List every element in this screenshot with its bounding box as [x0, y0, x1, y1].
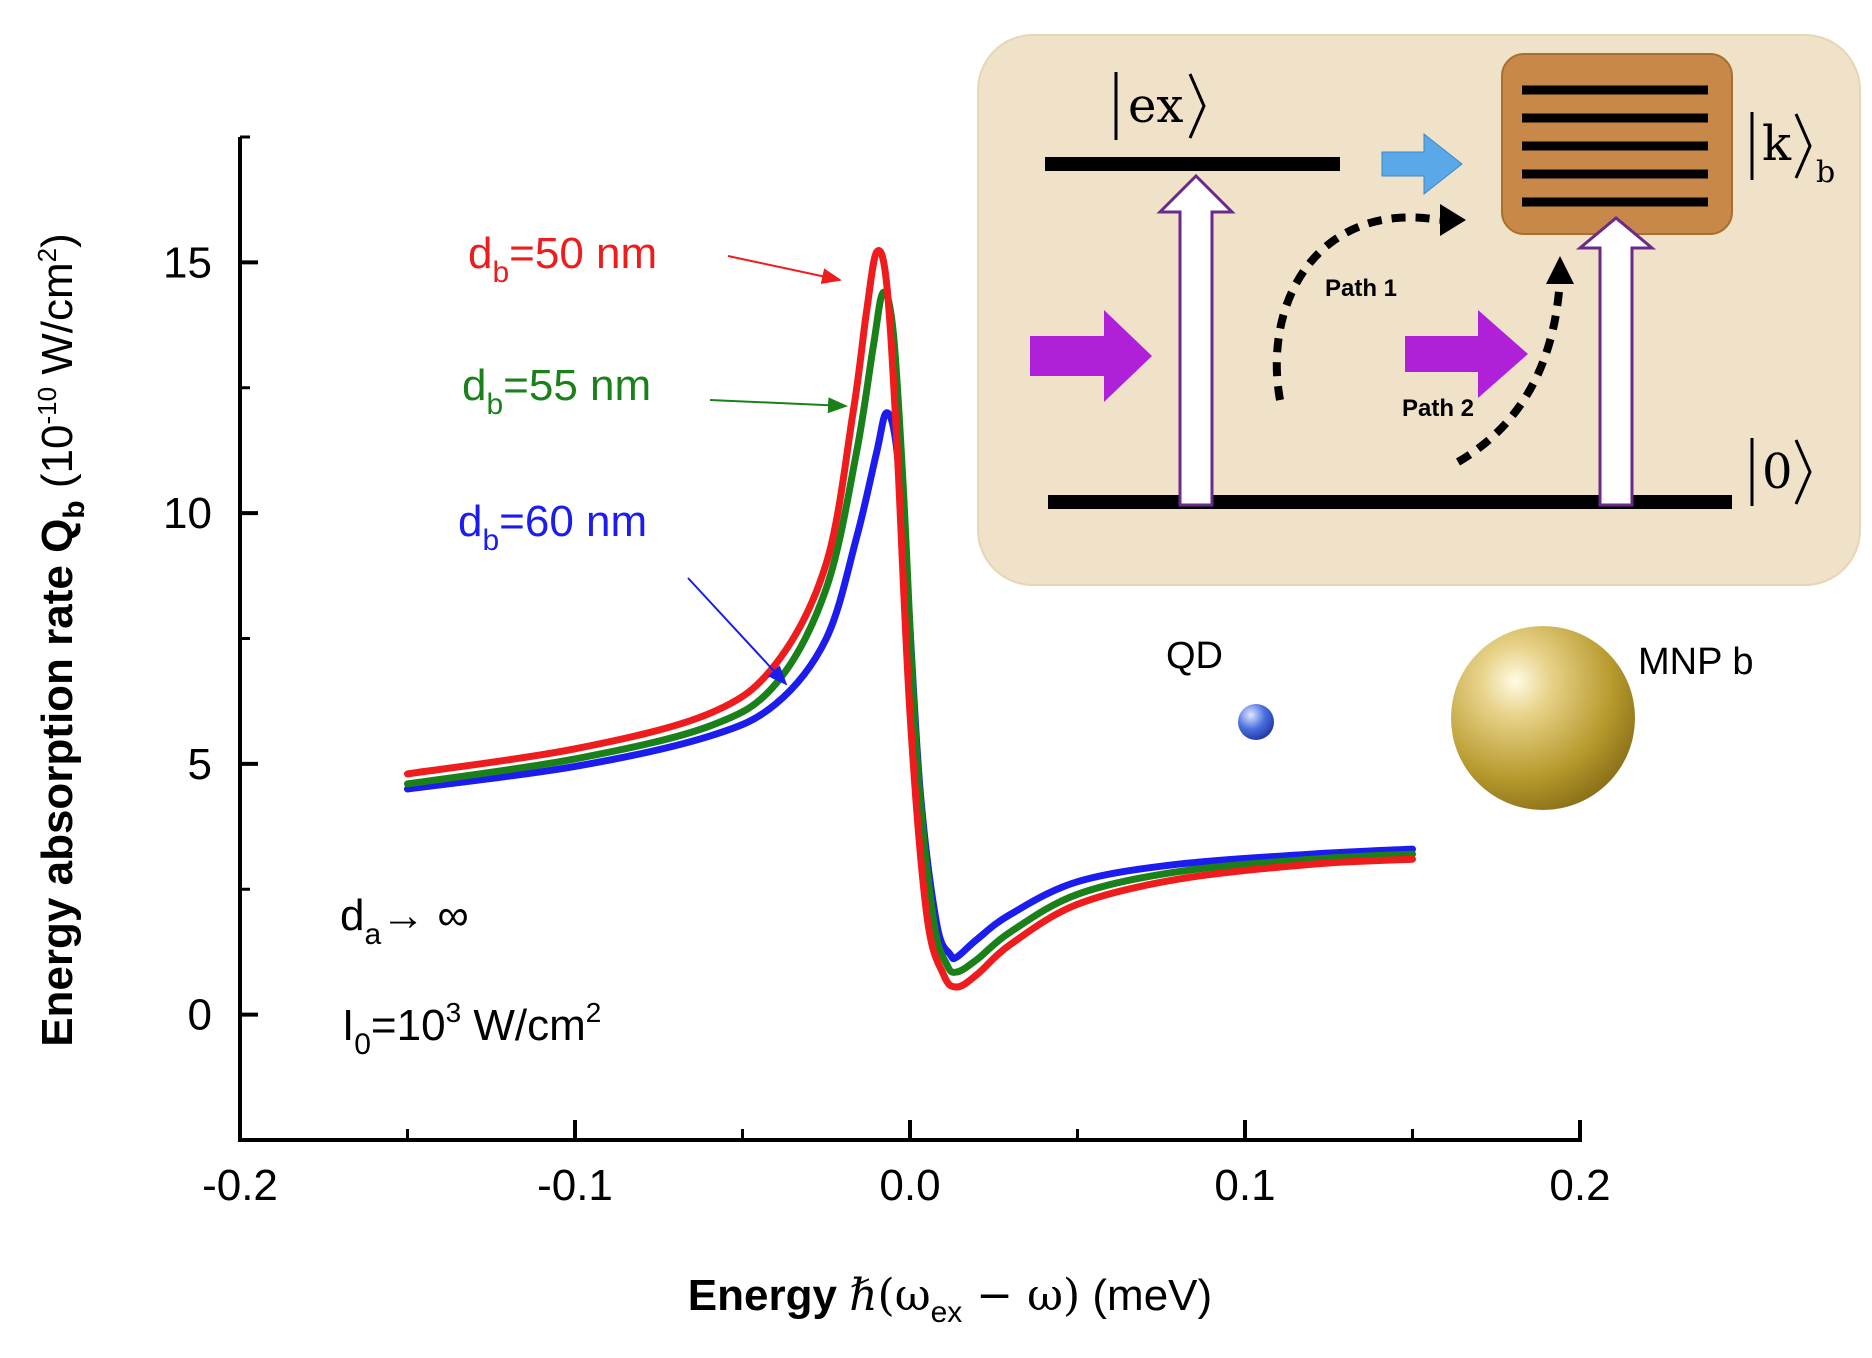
arrow-50nm [727, 255, 842, 285]
continuum-levels [1522, 85, 1708, 207]
x-tick-label: 0.0 [879, 1161, 940, 1210]
svg-text:ex: ex [1128, 78, 1183, 134]
mnp-label: MNP b [1638, 641, 1753, 683]
path2-label: Path 2 [1402, 395, 1474, 422]
svg-text:0: 0 [1762, 444, 1793, 500]
qd-sphere [1238, 704, 1274, 740]
pump-arrow-right [1405, 310, 1528, 398]
pump-arrow-left [1030, 310, 1152, 402]
y-tick-label: 0 [188, 991, 212, 1040]
series-line-50nm [404, 247, 1416, 991]
y-axis-label: Energy absorption rate Qb (10-10 W/cm2) [32, 233, 91, 1047]
curves [404, 247, 1416, 991]
y-tick-label: 15 [163, 238, 212, 287]
path2-head [1546, 256, 1574, 284]
mnp-sphere [1451, 626, 1635, 810]
series-line-55nm [404, 288, 1416, 976]
annotation-i0: I0=103 W/cm2 [342, 997, 601, 1061]
x-tick-label: 0.1 [1214, 1161, 1275, 1210]
ket-k: k b [1750, 112, 1835, 190]
series-label-60nm: db=60 nm [458, 497, 647, 557]
ket-ex: ex [1114, 72, 1206, 140]
svg-text:k: k [1762, 116, 1792, 172]
path1-label: Path 1 [1325, 275, 1397, 302]
x-tick-label: 0.2 [1549, 1161, 1610, 1210]
x-tick-label: -0.2 [202, 1161, 278, 1210]
annotation-da: da→ ∞ [340, 891, 469, 951]
path2-dashed [1455, 277, 1564, 466]
series-label-55nm: db=55 nm [462, 361, 651, 421]
arrow-60nm [687, 577, 788, 686]
y-tick-label: 10 [163, 489, 212, 538]
path1-head [1440, 204, 1466, 236]
transfer-arrow [1381, 132, 1463, 196]
series-label-50nm: db=50 nm [468, 229, 657, 289]
y-tick-label: 5 [188, 740, 212, 789]
ket-0: 0 [1750, 438, 1812, 506]
svg-text:b: b [1816, 155, 1835, 190]
x-ticks: -0.2 -0.1 0.0 0.1 0.2 [202, 1120, 1611, 1210]
y-ticks: 0 5 10 15 [163, 135, 258, 1142]
excitation-arrow-mnp [1575, 216, 1657, 507]
qd-label: QD [1166, 635, 1223, 677]
arrow-55nm [709, 397, 848, 414]
x-tick-label: -0.1 [537, 1161, 613, 1210]
excitation-arrow-qd [1156, 173, 1236, 507]
inset-diagram: ex k b 0 [977, 34, 1861, 586]
x-axis-label: Energy ℏ(ωex − ω) (meV) [688, 1270, 1212, 1329]
path1-dashed [1272, 213, 1441, 401]
